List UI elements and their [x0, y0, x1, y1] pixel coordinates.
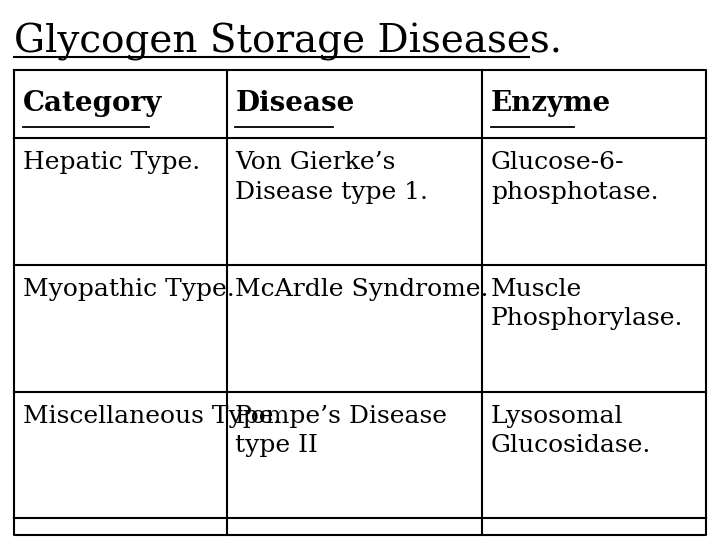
Text: Category: Category — [23, 90, 162, 117]
Text: Lysosomal
Glucosidase.: Lysosomal Glucosidase. — [491, 405, 652, 457]
Text: Miscellaneous Type.: Miscellaneous Type. — [23, 405, 282, 428]
Text: Von Gierke’s
Disease type 1.: Von Gierke’s Disease type 1. — [235, 151, 428, 204]
Text: Glucose-6-
phosphotase.: Glucose-6- phosphotase. — [491, 151, 659, 204]
Text: Myopathic Type.: Myopathic Type. — [23, 278, 235, 301]
Text: Pompe’s Disease
type II: Pompe’s Disease type II — [235, 405, 447, 457]
Text: Glycogen Storage Diseases.: Glycogen Storage Diseases. — [14, 23, 562, 60]
Text: McArdle Syndrome.: McArdle Syndrome. — [235, 278, 489, 301]
Text: Enzyme: Enzyme — [491, 90, 611, 117]
Text: Disease: Disease — [235, 90, 355, 117]
Text: Muscle
Phosphorylase.: Muscle Phosphorylase. — [491, 278, 683, 330]
Text: Hepatic Type.: Hepatic Type. — [23, 151, 200, 174]
